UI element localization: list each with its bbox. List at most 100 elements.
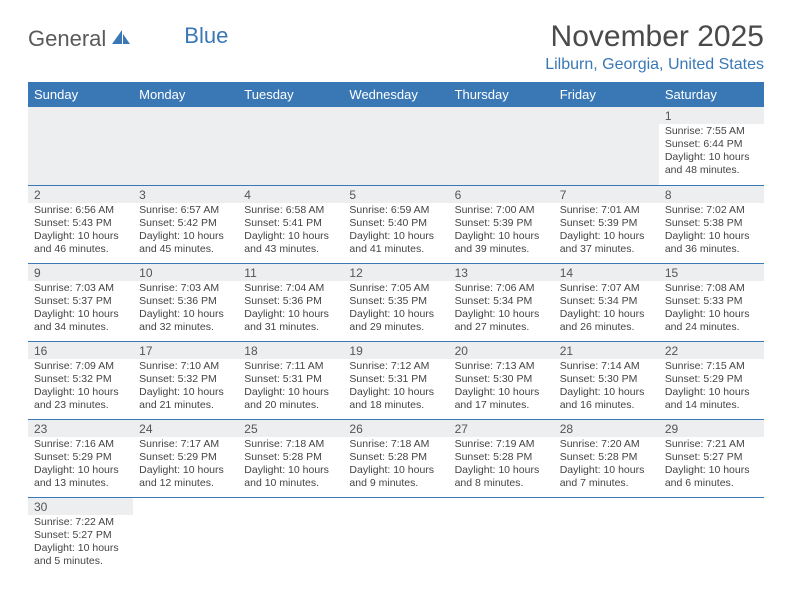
- calendar-day-cell: 28Sunrise: 7:20 AMSunset: 5:28 PMDayligh…: [554, 419, 659, 497]
- day-data: Sunrise: 7:13 AMSunset: 5:30 PMDaylight:…: [449, 359, 554, 417]
- calendar-day-cell: [449, 107, 554, 185]
- day-number: 17: [133, 342, 238, 359]
- daylight-line: Daylight: 10 hours and 16 minutes.: [560, 386, 653, 412]
- daylight-line: Daylight: 10 hours and 26 minutes.: [560, 308, 653, 334]
- day-number: 30: [28, 498, 133, 515]
- day-data: Sunrise: 7:17 AMSunset: 5:29 PMDaylight:…: [133, 437, 238, 495]
- weekday-header: Tuesday: [238, 82, 343, 107]
- sunrise-line: Sunrise: 7:14 AM: [560, 360, 653, 373]
- sunset-line: Sunset: 5:28 PM: [455, 451, 548, 464]
- brand-text-1: General: [28, 26, 106, 52]
- sunrise-line: Sunrise: 7:07 AM: [560, 282, 653, 295]
- day-number: 19: [343, 342, 448, 359]
- sunrise-line: Sunrise: 7:08 AM: [665, 282, 758, 295]
- sunset-line: Sunset: 5:29 PM: [139, 451, 232, 464]
- day-data: Sunrise: 7:08 AMSunset: 5:33 PMDaylight:…: [659, 281, 764, 339]
- page-header: General Blue November 2025 Lilburn, Geor…: [28, 20, 764, 74]
- sunrise-line: Sunrise: 7:19 AM: [455, 438, 548, 451]
- daylight-line: Daylight: 10 hours and 20 minutes.: [244, 386, 337, 412]
- sunset-line: Sunset: 5:34 PM: [560, 295, 653, 308]
- sunset-line: Sunset: 5:43 PM: [34, 217, 127, 230]
- day-data: Sunrise: 7:15 AMSunset: 5:29 PMDaylight:…: [659, 359, 764, 417]
- calendar-day-cell: [28, 107, 133, 185]
- daylight-line: Daylight: 10 hours and 37 minutes.: [560, 230, 653, 256]
- day-number: 13: [449, 264, 554, 281]
- calendar-day-cell: 6Sunrise: 7:00 AMSunset: 5:39 PMDaylight…: [449, 185, 554, 263]
- sunrise-line: Sunrise: 7:06 AM: [455, 282, 548, 295]
- sunrise-line: Sunrise: 7:02 AM: [665, 204, 758, 217]
- day-number: 1: [659, 107, 764, 124]
- day-data: Sunrise: 7:20 AMSunset: 5:28 PMDaylight:…: [554, 437, 659, 495]
- calendar-day-cell: 17Sunrise: 7:10 AMSunset: 5:32 PMDayligh…: [133, 341, 238, 419]
- sunset-line: Sunset: 5:31 PM: [349, 373, 442, 386]
- day-data: Sunrise: 7:11 AMSunset: 5:31 PMDaylight:…: [238, 359, 343, 417]
- day-data: Sunrise: 7:07 AMSunset: 5:34 PMDaylight:…: [554, 281, 659, 339]
- day-data: Sunrise: 7:02 AMSunset: 5:38 PMDaylight:…: [659, 203, 764, 261]
- daylight-line: Daylight: 10 hours and 31 minutes.: [244, 308, 337, 334]
- daylight-line: Daylight: 10 hours and 10 minutes.: [244, 464, 337, 490]
- calendar-day-cell: 1Sunrise: 7:55 AMSunset: 6:44 PMDaylight…: [659, 107, 764, 185]
- calendar-week-row: 1Sunrise: 7:55 AMSunset: 6:44 PMDaylight…: [28, 107, 764, 185]
- sunset-line: Sunset: 5:29 PM: [34, 451, 127, 464]
- sunrise-line: Sunrise: 6:59 AM: [349, 204, 442, 217]
- day-number: 8: [659, 186, 764, 203]
- day-data: Sunrise: 6:59 AMSunset: 5:40 PMDaylight:…: [343, 203, 448, 261]
- sunrise-line: Sunrise: 7:21 AM: [665, 438, 758, 451]
- day-data: Sunrise: 7:03 AMSunset: 5:36 PMDaylight:…: [133, 281, 238, 339]
- sunset-line: Sunset: 6:44 PM: [665, 138, 758, 151]
- daylight-line: Daylight: 10 hours and 27 minutes.: [455, 308, 548, 334]
- brand-text-2: Blue: [184, 23, 228, 49]
- sunrise-line: Sunrise: 6:58 AM: [244, 204, 337, 217]
- calendar-day-cell: 15Sunrise: 7:08 AMSunset: 5:33 PMDayligh…: [659, 263, 764, 341]
- sunset-line: Sunset: 5:41 PM: [244, 217, 337, 230]
- calendar-day-cell: [238, 497, 343, 575]
- sunrise-line: Sunrise: 7:18 AM: [244, 438, 337, 451]
- weekday-header: Sunday: [28, 82, 133, 107]
- sunset-line: Sunset: 5:30 PM: [560, 373, 653, 386]
- calendar-day-cell: 2Sunrise: 6:56 AMSunset: 5:43 PMDaylight…: [28, 185, 133, 263]
- calendar-day-cell: [659, 497, 764, 575]
- sunset-line: Sunset: 5:37 PM: [34, 295, 127, 308]
- calendar-day-cell: 16Sunrise: 7:09 AMSunset: 5:32 PMDayligh…: [28, 341, 133, 419]
- day-data: Sunrise: 7:16 AMSunset: 5:29 PMDaylight:…: [28, 437, 133, 495]
- daylight-line: Daylight: 10 hours and 6 minutes.: [665, 464, 758, 490]
- day-number: 2: [28, 186, 133, 203]
- calendar-day-cell: [449, 497, 554, 575]
- daylight-line: Daylight: 10 hours and 46 minutes.: [34, 230, 127, 256]
- daylight-line: Daylight: 10 hours and 14 minutes.: [665, 386, 758, 412]
- day-data: Sunrise: 7:21 AMSunset: 5:27 PMDaylight:…: [659, 437, 764, 495]
- daylight-line: Daylight: 10 hours and 39 minutes.: [455, 230, 548, 256]
- calendar-day-cell: 26Sunrise: 7:18 AMSunset: 5:28 PMDayligh…: [343, 419, 448, 497]
- daylight-line: Daylight: 10 hours and 48 minutes.: [665, 151, 758, 177]
- weekday-header: Monday: [133, 82, 238, 107]
- brand-logo: General Blue: [28, 26, 228, 52]
- day-number: 21: [554, 342, 659, 359]
- sunset-line: Sunset: 5:29 PM: [665, 373, 758, 386]
- day-data: Sunrise: 7:10 AMSunset: 5:32 PMDaylight:…: [133, 359, 238, 417]
- calendar-day-cell: 23Sunrise: 7:16 AMSunset: 5:29 PMDayligh…: [28, 419, 133, 497]
- daylight-line: Daylight: 10 hours and 8 minutes.: [455, 464, 548, 490]
- calendar-week-row: 16Sunrise: 7:09 AMSunset: 5:32 PMDayligh…: [28, 341, 764, 419]
- sunset-line: Sunset: 5:31 PM: [244, 373, 337, 386]
- calendar-day-cell: 20Sunrise: 7:13 AMSunset: 5:30 PMDayligh…: [449, 341, 554, 419]
- daylight-line: Daylight: 10 hours and 34 minutes.: [34, 308, 127, 334]
- day-data: Sunrise: 6:56 AMSunset: 5:43 PMDaylight:…: [28, 203, 133, 261]
- sunset-line: Sunset: 5:33 PM: [665, 295, 758, 308]
- daylight-line: Daylight: 10 hours and 43 minutes.: [244, 230, 337, 256]
- weekday-header: Saturday: [659, 82, 764, 107]
- daylight-line: Daylight: 10 hours and 17 minutes.: [455, 386, 548, 412]
- calendar-day-cell: 22Sunrise: 7:15 AMSunset: 5:29 PMDayligh…: [659, 341, 764, 419]
- sunset-line: Sunset: 5:36 PM: [139, 295, 232, 308]
- day-data: Sunrise: 7:04 AMSunset: 5:36 PMDaylight:…: [238, 281, 343, 339]
- calendar-day-cell: 9Sunrise: 7:03 AMSunset: 5:37 PMDaylight…: [28, 263, 133, 341]
- calendar-day-cell: [554, 107, 659, 185]
- day-data: Sunrise: 7:01 AMSunset: 5:39 PMDaylight:…: [554, 203, 659, 261]
- sunrise-line: Sunrise: 6:57 AM: [139, 204, 232, 217]
- day-number: 27: [449, 420, 554, 437]
- sunset-line: Sunset: 5:32 PM: [139, 373, 232, 386]
- daylight-line: Daylight: 10 hours and 32 minutes.: [139, 308, 232, 334]
- day-data: Sunrise: 7:18 AMSunset: 5:28 PMDaylight:…: [343, 437, 448, 495]
- daylight-line: Daylight: 10 hours and 13 minutes.: [34, 464, 127, 490]
- calendar-week-row: 2Sunrise: 6:56 AMSunset: 5:43 PMDaylight…: [28, 185, 764, 263]
- calendar-day-cell: [343, 497, 448, 575]
